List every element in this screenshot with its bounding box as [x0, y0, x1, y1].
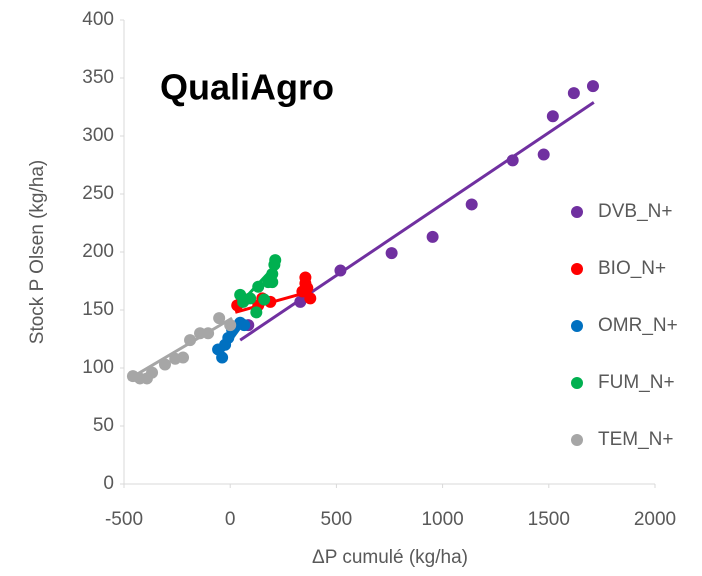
x-tick-label: 1500 — [528, 509, 570, 530]
data-point — [537, 148, 550, 161]
legend-label: OMR_N+ — [598, 315, 678, 336]
legend-label: TEM_N+ — [598, 429, 674, 450]
trend-line — [127, 316, 233, 381]
chart-title: QualiAgro — [160, 67, 334, 108]
legend-marker — [571, 377, 583, 389]
y-tick-label: 50 — [93, 415, 114, 436]
legend-label: BIO_N+ — [598, 258, 666, 279]
legend-label: FUM_N+ — [598, 372, 675, 393]
x-axis-label: ΔP cumulé (kg/ha) — [312, 547, 468, 568]
data-point — [385, 247, 398, 260]
y-tick-label: 100 — [82, 357, 114, 378]
y-tick-label: 200 — [82, 241, 114, 262]
data-point — [252, 280, 265, 293]
data-point — [546, 110, 559, 123]
x-tick-label: 500 — [321, 509, 353, 530]
data-point — [426, 230, 439, 243]
x-tick-label: -500 — [105, 509, 143, 530]
trend-line — [239, 101, 595, 342]
data-point — [146, 366, 159, 379]
data-point — [250, 306, 263, 319]
legend-marker — [571, 434, 583, 446]
y-tick-label: 350 — [82, 67, 114, 88]
y-tick-label: 400 — [82, 9, 114, 30]
data-point — [299, 271, 312, 284]
x-tick-label: 0 — [225, 509, 236, 530]
x-tick-label: 2000 — [634, 509, 676, 530]
y-axis-label: Stock P Olsen (kg/ha) — [27, 160, 48, 344]
data-point — [213, 312, 226, 325]
data-point — [301, 281, 314, 294]
y-tick-label: 150 — [82, 299, 114, 320]
trend-line — [216, 319, 247, 359]
trend-line — [234, 289, 311, 314]
legend-marker — [571, 263, 583, 275]
y-tick-label: 250 — [82, 183, 114, 204]
trend-line — [237, 261, 280, 307]
data-point — [586, 80, 599, 93]
y-tick-label: 300 — [82, 125, 114, 146]
data-point — [266, 276, 279, 289]
data-point — [158, 358, 171, 371]
data-point — [177, 351, 190, 364]
y-tick-label: 0 — [103, 473, 114, 494]
legend-label: DVB_N+ — [598, 201, 672, 222]
data-point — [258, 293, 271, 306]
legend-marker — [571, 320, 583, 332]
x-tick-label: 1000 — [421, 509, 463, 530]
data-point — [465, 198, 478, 211]
data-point — [304, 292, 317, 305]
data-point — [567, 87, 580, 100]
legend-marker — [571, 206, 583, 218]
